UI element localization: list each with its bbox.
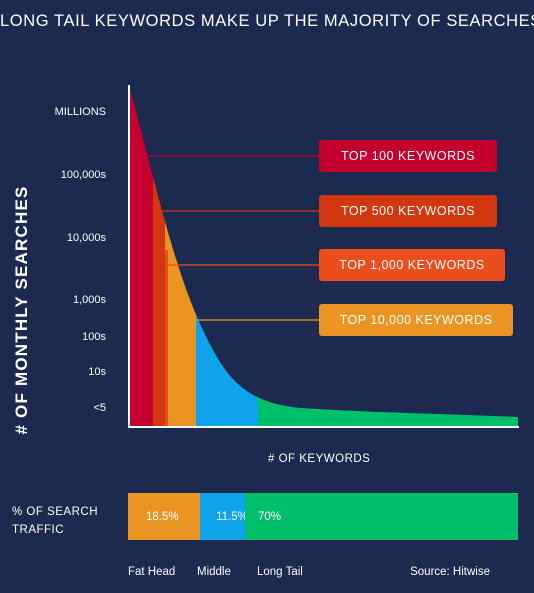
source-label: Source: Hitwise (410, 566, 490, 578)
callout-top-100: TOP 100 KEYWORDS (319, 140, 497, 172)
traffic-bar: 18.5% 11.5% 70% (128, 493, 518, 540)
traffic-segment-long-tail: 70% (244, 493, 518, 540)
segment-label-middle: Middle (197, 566, 231, 578)
x-axis-label: # OF KEYWORDS (268, 453, 371, 465)
y-tick-label: 1,000s (72, 294, 106, 306)
callout-top-500: TOP 500 KEYWORDS (319, 195, 497, 227)
y-tick-label: MILLIONS (54, 106, 106, 118)
callout-top-10000: TOP 10,000 KEYWORDS (319, 304, 513, 336)
region-top-1000 (165, 85, 196, 427)
region-top-500 (153, 85, 165, 427)
callout-top-1000: TOP 1,000 KEYWORDS (319, 249, 505, 281)
segment-label-long-tail: Long Tail (257, 566, 303, 578)
y-tick-label: 10,000s (66, 232, 106, 244)
traffic-value-label: 18.5% (146, 510, 179, 523)
traffic-segment-middle: 11.5% (200, 493, 248, 540)
traffic-segment-fat-head: 18.5% (128, 493, 201, 540)
y-tick-label: <5 (93, 402, 106, 414)
traffic-value-label: 70% (257, 510, 282, 523)
traffic-value-label: 11.5% (216, 510, 248, 523)
chart-title: LONG TAIL KEYWORDS MAKE UP THE MAJORITY … (0, 12, 534, 30)
traffic-label: % OF SEARCH TRAFFIC (12, 506, 99, 536)
y-tick-label: 10s (88, 366, 106, 378)
segment-label-fat-head: Fat Head (128, 566, 176, 578)
region-middle (196, 85, 258, 427)
y-tick-label: 100s (82, 331, 106, 343)
region-top-100 (129, 85, 153, 427)
y-tick-label: 100,000s (60, 169, 106, 181)
